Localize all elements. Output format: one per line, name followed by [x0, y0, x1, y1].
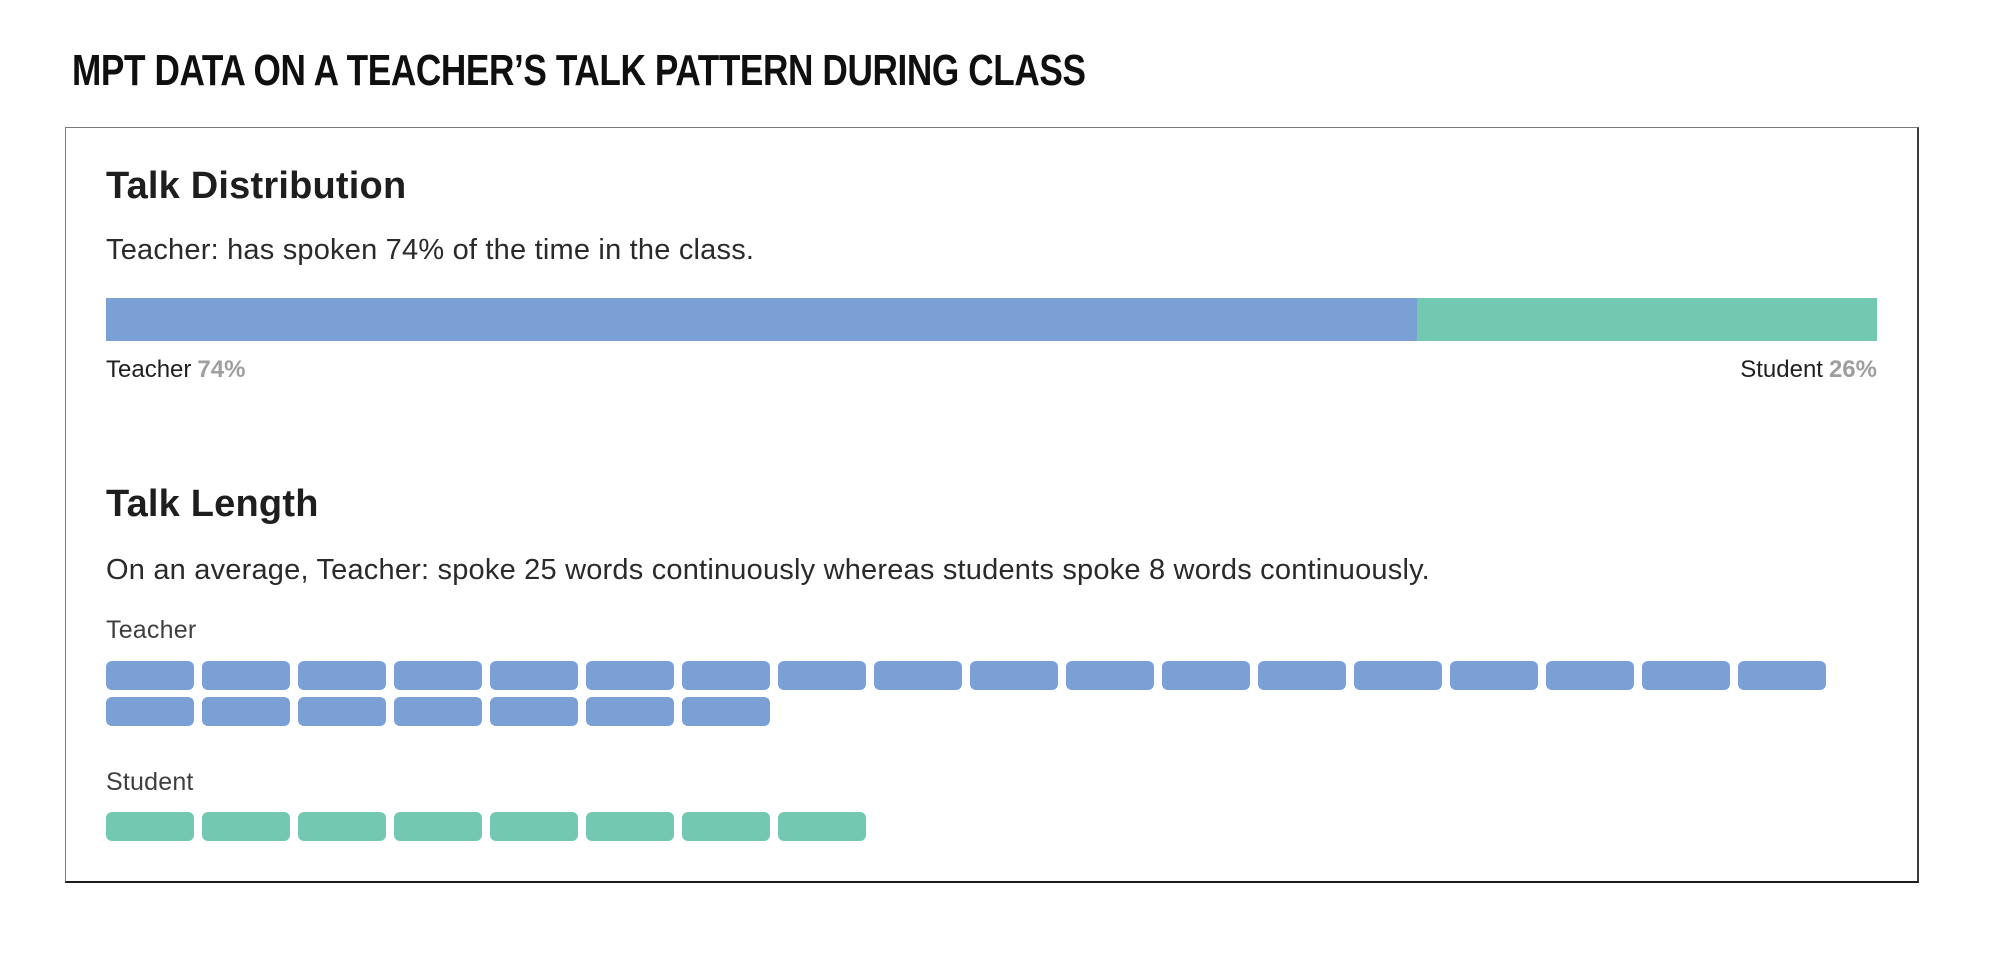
teacher-words-group: Teacher: [106, 614, 1877, 726]
word-block: [394, 660, 482, 690]
word-block: [394, 812, 482, 842]
talk-distribution-description: Teacher: has spoken 74% of the time in t…: [106, 234, 755, 267]
word-block: [298, 812, 386, 842]
teacher-word-blocks: [106, 660, 1877, 726]
word-block: [682, 812, 770, 842]
word-block: [1354, 660, 1442, 690]
word-block: [1162, 660, 1250, 690]
student-word-blocks: [106, 812, 1877, 842]
word-block: [970, 660, 1058, 690]
word-block: [1066, 660, 1154, 690]
word-block: [298, 696, 386, 726]
word-block: [778, 812, 866, 842]
teacher-bar-segment: [106, 298, 1417, 342]
student-words-group: Student: [106, 766, 1877, 842]
word-block: [298, 660, 386, 690]
word-block: [1258, 660, 1346, 690]
word-block: [778, 660, 866, 690]
student-words-label: Student: [106, 767, 194, 796]
word-block: [682, 660, 770, 690]
word-block: [1546, 660, 1634, 690]
word-block: [586, 696, 674, 726]
word-block: [106, 660, 194, 690]
student-bar-segment: [1416, 298, 1877, 342]
talk-length-section: Talk Length On an average, Teacher: spok…: [106, 482, 1877, 842]
talk-distribution-section: Talk Distribution Teacher: has spoken 74…: [106, 164, 1877, 386]
student-share-label: Student 26%: [1740, 354, 1877, 385]
teacher-share-value: 74%: [197, 356, 246, 384]
talk-distribution-heading: Talk Distribution: [106, 164, 407, 207]
word-block: [1450, 660, 1538, 690]
talk-length-heading: Talk Length: [106, 482, 319, 525]
word-block: [490, 812, 578, 842]
talk-distribution-bar: [106, 298, 1877, 342]
teacher-share-name: Teacher: [106, 356, 192, 384]
word-block: [202, 812, 290, 842]
word-block: [394, 696, 482, 726]
word-block: [106, 812, 194, 842]
word-block: [1642, 660, 1730, 690]
student-share-name: Student: [1740, 356, 1823, 384]
page-title: MPT DATA ON A TEACHER’S TALK PATTERN DUR…: [72, 46, 1086, 95]
teacher-share-label: Teacher 74%: [106, 354, 245, 385]
word-block: [202, 696, 290, 726]
word-block: [202, 660, 290, 690]
word-block: [586, 660, 674, 690]
word-block: [586, 812, 674, 842]
word-block: [106, 696, 194, 726]
talk-length-description: On an average, Teacher: spoke 25 words c…: [106, 554, 1430, 587]
word-block: [490, 660, 578, 690]
word-block: [490, 696, 578, 726]
word-block: [1738, 660, 1826, 690]
report-card: Talk Distribution Teacher: has spoken 74…: [65, 126, 1919, 884]
teacher-words-label: Teacher: [106, 616, 197, 645]
bar-labels-row: Teacher 74% Student 26%: [106, 354, 1877, 385]
word-block: [682, 696, 770, 726]
student-share-value: 26%: [1828, 356, 1877, 384]
word-block: [874, 660, 962, 690]
